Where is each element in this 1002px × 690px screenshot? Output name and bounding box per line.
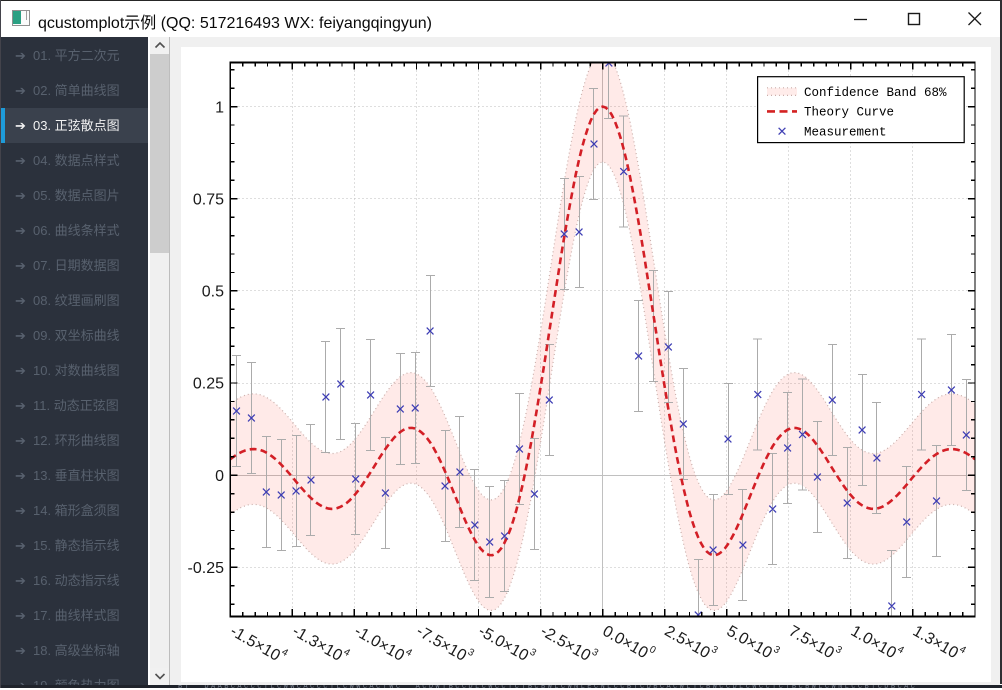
svg-text:-2.5×103: -2.5×103 [537, 620, 600, 668]
svg-text:-0.25: -0.25 [188, 560, 225, 577]
svg-text:Confidence Band 68%: Confidence Band 68% [804, 86, 947, 100]
svg-text:1.0×104: 1.0×104 [848, 620, 906, 665]
svg-text:2.5×103: 2.5×103 [661, 620, 719, 665]
svg-text:7.5×103: 7.5×103 [786, 620, 844, 665]
svg-text:0.5: 0.5 [202, 284, 224, 301]
svg-text:1: 1 [215, 99, 224, 116]
svg-text:0.75: 0.75 [193, 191, 224, 208]
svg-text:Measurement: Measurement [804, 126, 887, 140]
svg-text:Theory Curve: Theory Curve [804, 106, 894, 120]
svg-text:-1.3×104: -1.3×104 [289, 620, 352, 668]
svg-text:1.3×104: 1.3×104 [910, 620, 968, 665]
svg-text:5.0×103: 5.0×103 [724, 620, 782, 665]
svg-text:-7.5×103: -7.5×103 [413, 620, 476, 668]
svg-text:0.25: 0.25 [193, 376, 224, 393]
svg-text:-1.0×104: -1.0×104 [351, 620, 414, 668]
svg-text:0: 0 [215, 468, 224, 485]
svg-text:0.0×100: 0.0×100 [599, 620, 657, 665]
svg-text:-5.0×103: -5.0×103 [475, 620, 538, 668]
svg-text:-1.5×104: -1.5×104 [227, 620, 290, 668]
